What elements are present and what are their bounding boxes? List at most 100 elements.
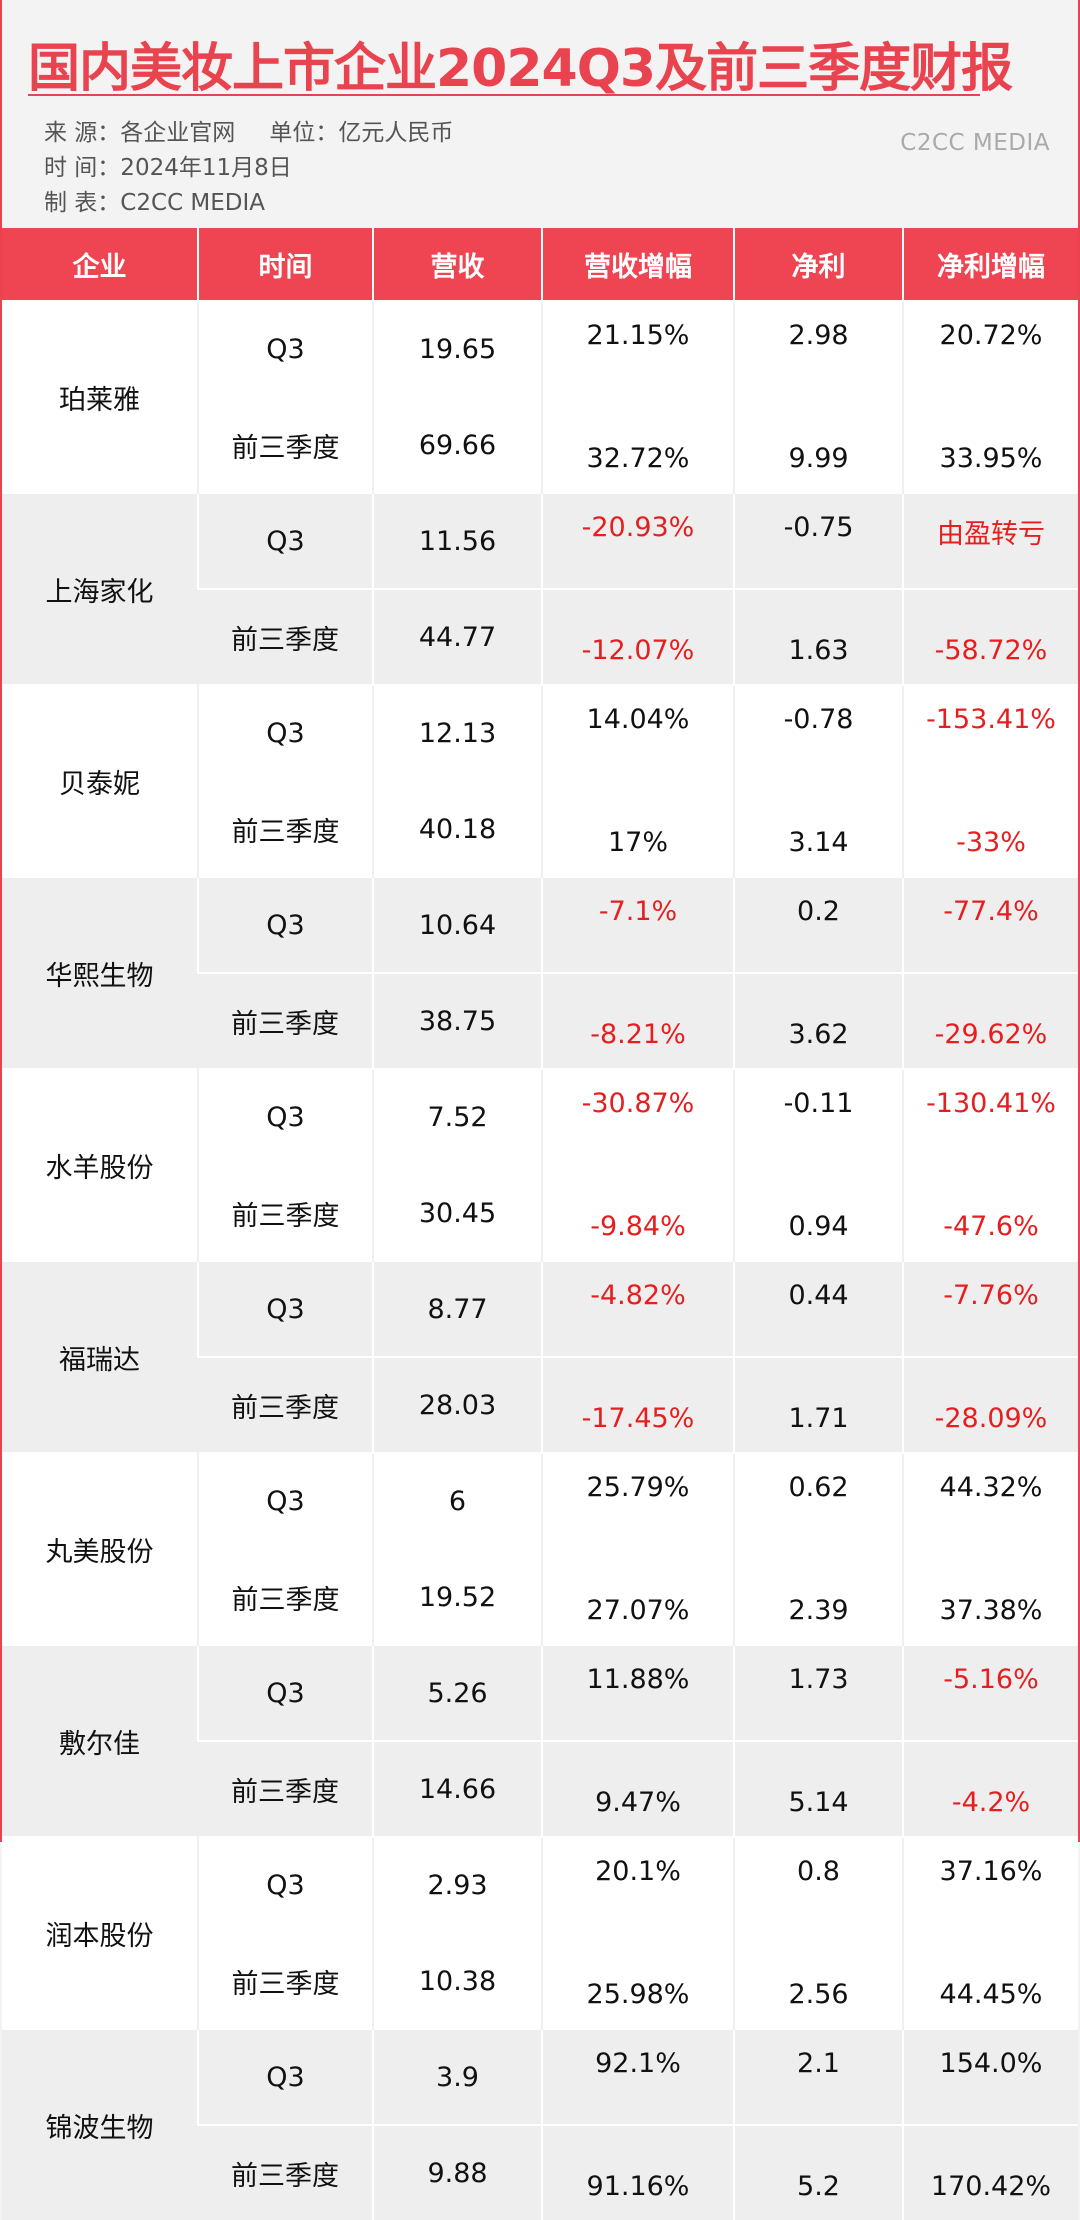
revenue-cell: 44.77 (372, 588, 542, 685)
revenue-cell: 6 (372, 1452, 542, 1549)
revenue-cell: 69.66 (372, 396, 542, 493)
page-title: 国内美妆上市企业2024Q3及前三季度财报 (28, 39, 1013, 99)
table-row: 前三季度 69.66 32.72% 9.99 33.95% (2, 396, 1078, 493)
period-cell: 前三季度 (198, 588, 373, 685)
profit-growth-cell: -77.4% (902, 876, 1078, 973)
period-cell: 前三季度 (198, 1164, 373, 1261)
revenue-cell: 10.38 (372, 1932, 542, 2029)
revenue-cell: 10.64 (372, 876, 542, 973)
period-cell: Q3 (197, 684, 373, 781)
profit-growth-cell: 由盈转亏 (902, 492, 1078, 589)
profit-growth-cell: -29.62% (902, 972, 1078, 1069)
revenue-growth-cell: -17.45% (541, 1356, 734, 1453)
revenue-growth-cell: -30.87% (541, 1068, 734, 1165)
table-row: 润本股份 Q3 2.93 20.1% 0.8 37.16% (2, 1836, 1078, 2029)
profit-cell: 1.63 (733, 588, 903, 685)
revenue-growth-cell: -9.84% (541, 1164, 734, 1261)
period-cell: 前三季度 (198, 396, 373, 493)
table-row: 丸美股份 Q3 6 25.79% 0.62 44.32% (2, 1452, 1078, 1645)
table-row: 上海家化 Q3 11.56 -20.93% -0.75 由盈转亏 (2, 492, 1078, 685)
table-row: 华熙生物 Q3 10.64 -7.1% 0.2 -77.4% (2, 876, 1078, 1069)
table-row: 前三季度 28.03 -17.45% 1.71 -28.09% (2, 1356, 1078, 1453)
period-cell: Q3 (197, 1260, 373, 1357)
profit-growth-cell: -4.2% (902, 1740, 1078, 1837)
column-header-period: 时间 (197, 228, 373, 301)
table-row: 锦波生物 Q3 3.9 92.1% 2.1 154.0% (2, 2028, 1078, 2220)
profit-growth-cell: -130.41% (902, 1068, 1078, 1165)
profit-cell: 2.1 (733, 2028, 903, 2125)
company-name-cell: 敷尔佳 (2, 1644, 198, 1837)
table-row: 敷尔佳 Q3 5.26 11.88% 1.73 -5.16% (2, 1644, 1078, 1837)
profit-growth-cell: 44.32% (902, 1452, 1078, 1549)
revenue-growth-cell: 25.98% (541, 1932, 734, 2029)
period-cell: 前三季度 (198, 1548, 373, 1645)
company-name-cell: 丸美股份 (2, 1452, 199, 1645)
period-cell: Q3 (197, 492, 373, 589)
profit-growth-cell: -5.16% (902, 1644, 1078, 1741)
profit-growth-cell: -7.76% (902, 1260, 1078, 1357)
profit-cell: 0.2 (733, 876, 903, 973)
profit-cell: -0.75 (733, 492, 903, 589)
revenue-cell: 28.03 (372, 1356, 542, 1453)
company-name-cell: 珀莱雅 (2, 300, 199, 493)
profit-growth-cell: -47.6% (902, 1164, 1078, 1261)
company-name-cell: 水羊股份 (2, 1068, 199, 1261)
revenue-growth-cell: 14.04% (541, 684, 734, 781)
revenue-cell: 3.9 (372, 2028, 542, 2125)
table-row: 前三季度 19.52 27.07% 2.39 37.38% (2, 1548, 1078, 1645)
profit-growth-cell: 37.38% (902, 1548, 1078, 1645)
revenue-growth-cell: -8.21% (541, 972, 734, 1069)
title-underline (28, 94, 980, 96)
report-meta: 来 源：各企业官网 单位：亿元人民币 时 间：2024年11月8日 制 表：C2C… (44, 116, 453, 221)
revenue-cell: 19.65 (372, 300, 542, 397)
revenue-growth-cell: -4.82% (541, 1260, 734, 1357)
table-row: 前三季度 14.66 9.47% 5.14 -4.2% (2, 1740, 1078, 1837)
column-header-profit: 净利 (733, 228, 903, 301)
revenue-cell: 5.26 (372, 1644, 542, 1741)
revenue-cell: 8.77 (372, 1260, 542, 1357)
column-header-revenue-growth: 营收增幅 (541, 228, 734, 301)
company-name-cell: 华熙生物 (2, 876, 198, 1069)
profit-growth-cell: -28.09% (902, 1356, 1078, 1453)
revenue-growth-cell: 11.88% (541, 1644, 734, 1741)
company-name-cell: 贝泰妮 (2, 684, 199, 877)
revenue-growth-cell: -12.07% (541, 588, 734, 685)
profit-growth-cell: 33.95% (902, 396, 1078, 493)
meta-unit: 单位：亿元人民币 (269, 120, 454, 146)
revenue-growth-cell: 25.79% (541, 1452, 734, 1549)
period-cell: Q3 (197, 1644, 373, 1741)
company-name-cell: 锦波生物 (2, 2028, 198, 2220)
revenue-growth-cell: 20.1% (541, 1836, 734, 1933)
profit-cell: 3.62 (733, 972, 903, 1069)
profit-cell: 1.71 (733, 1356, 903, 1453)
profit-cell: 5.14 (733, 1740, 903, 1837)
column-header-profit-growth: 净利增幅 (902, 228, 1078, 301)
company-name-cell: 上海家化 (2, 492, 198, 685)
profit-growth-cell: 37.16% (902, 1836, 1078, 1933)
period-cell: Q3 (197, 1836, 373, 1933)
table-row: 前三季度 40.18 17% 3.14 -33% (2, 780, 1078, 877)
table-row: 前三季度 30.45 -9.84% 0.94 -47.6% (2, 1164, 1078, 1261)
table-row: 前三季度 44.77 -12.07% 1.63 -58.72% (2, 588, 1078, 685)
brand-watermark: C2CC MEDIA (900, 130, 1050, 156)
revenue-growth-cell: 27.07% (541, 1548, 734, 1645)
period-cell: 前三季度 (198, 1932, 373, 2029)
period-cell: Q3 (197, 876, 373, 973)
revenue-growth-cell: -7.1% (541, 876, 734, 973)
profit-growth-cell: 154.0% (902, 2028, 1078, 2125)
period-cell: 前三季度 (198, 2124, 373, 2220)
profit-growth-cell: -153.41% (902, 684, 1078, 781)
profit-growth-cell: -58.72% (902, 588, 1078, 685)
table-header: 企业 时间 营收 营收增幅 净利 净利增幅 (2, 228, 1078, 301)
period-cell: 前三季度 (198, 1740, 373, 1837)
revenue-cell: 11.56 (372, 492, 542, 589)
revenue-cell: 19.52 (372, 1548, 542, 1645)
company-name-cell: 福瑞达 (2, 1260, 198, 1453)
profit-cell: 5.2 (733, 2124, 903, 2220)
revenue-growth-cell: 32.72% (541, 396, 734, 493)
period-cell: Q3 (197, 2028, 373, 2125)
column-header-company: 企业 (2, 228, 198, 301)
profit-cell: 0.8 (733, 1836, 903, 1933)
table-row: 水羊股份 Q3 7.52 -30.87% -0.11 -130.41% (2, 1068, 1078, 1261)
